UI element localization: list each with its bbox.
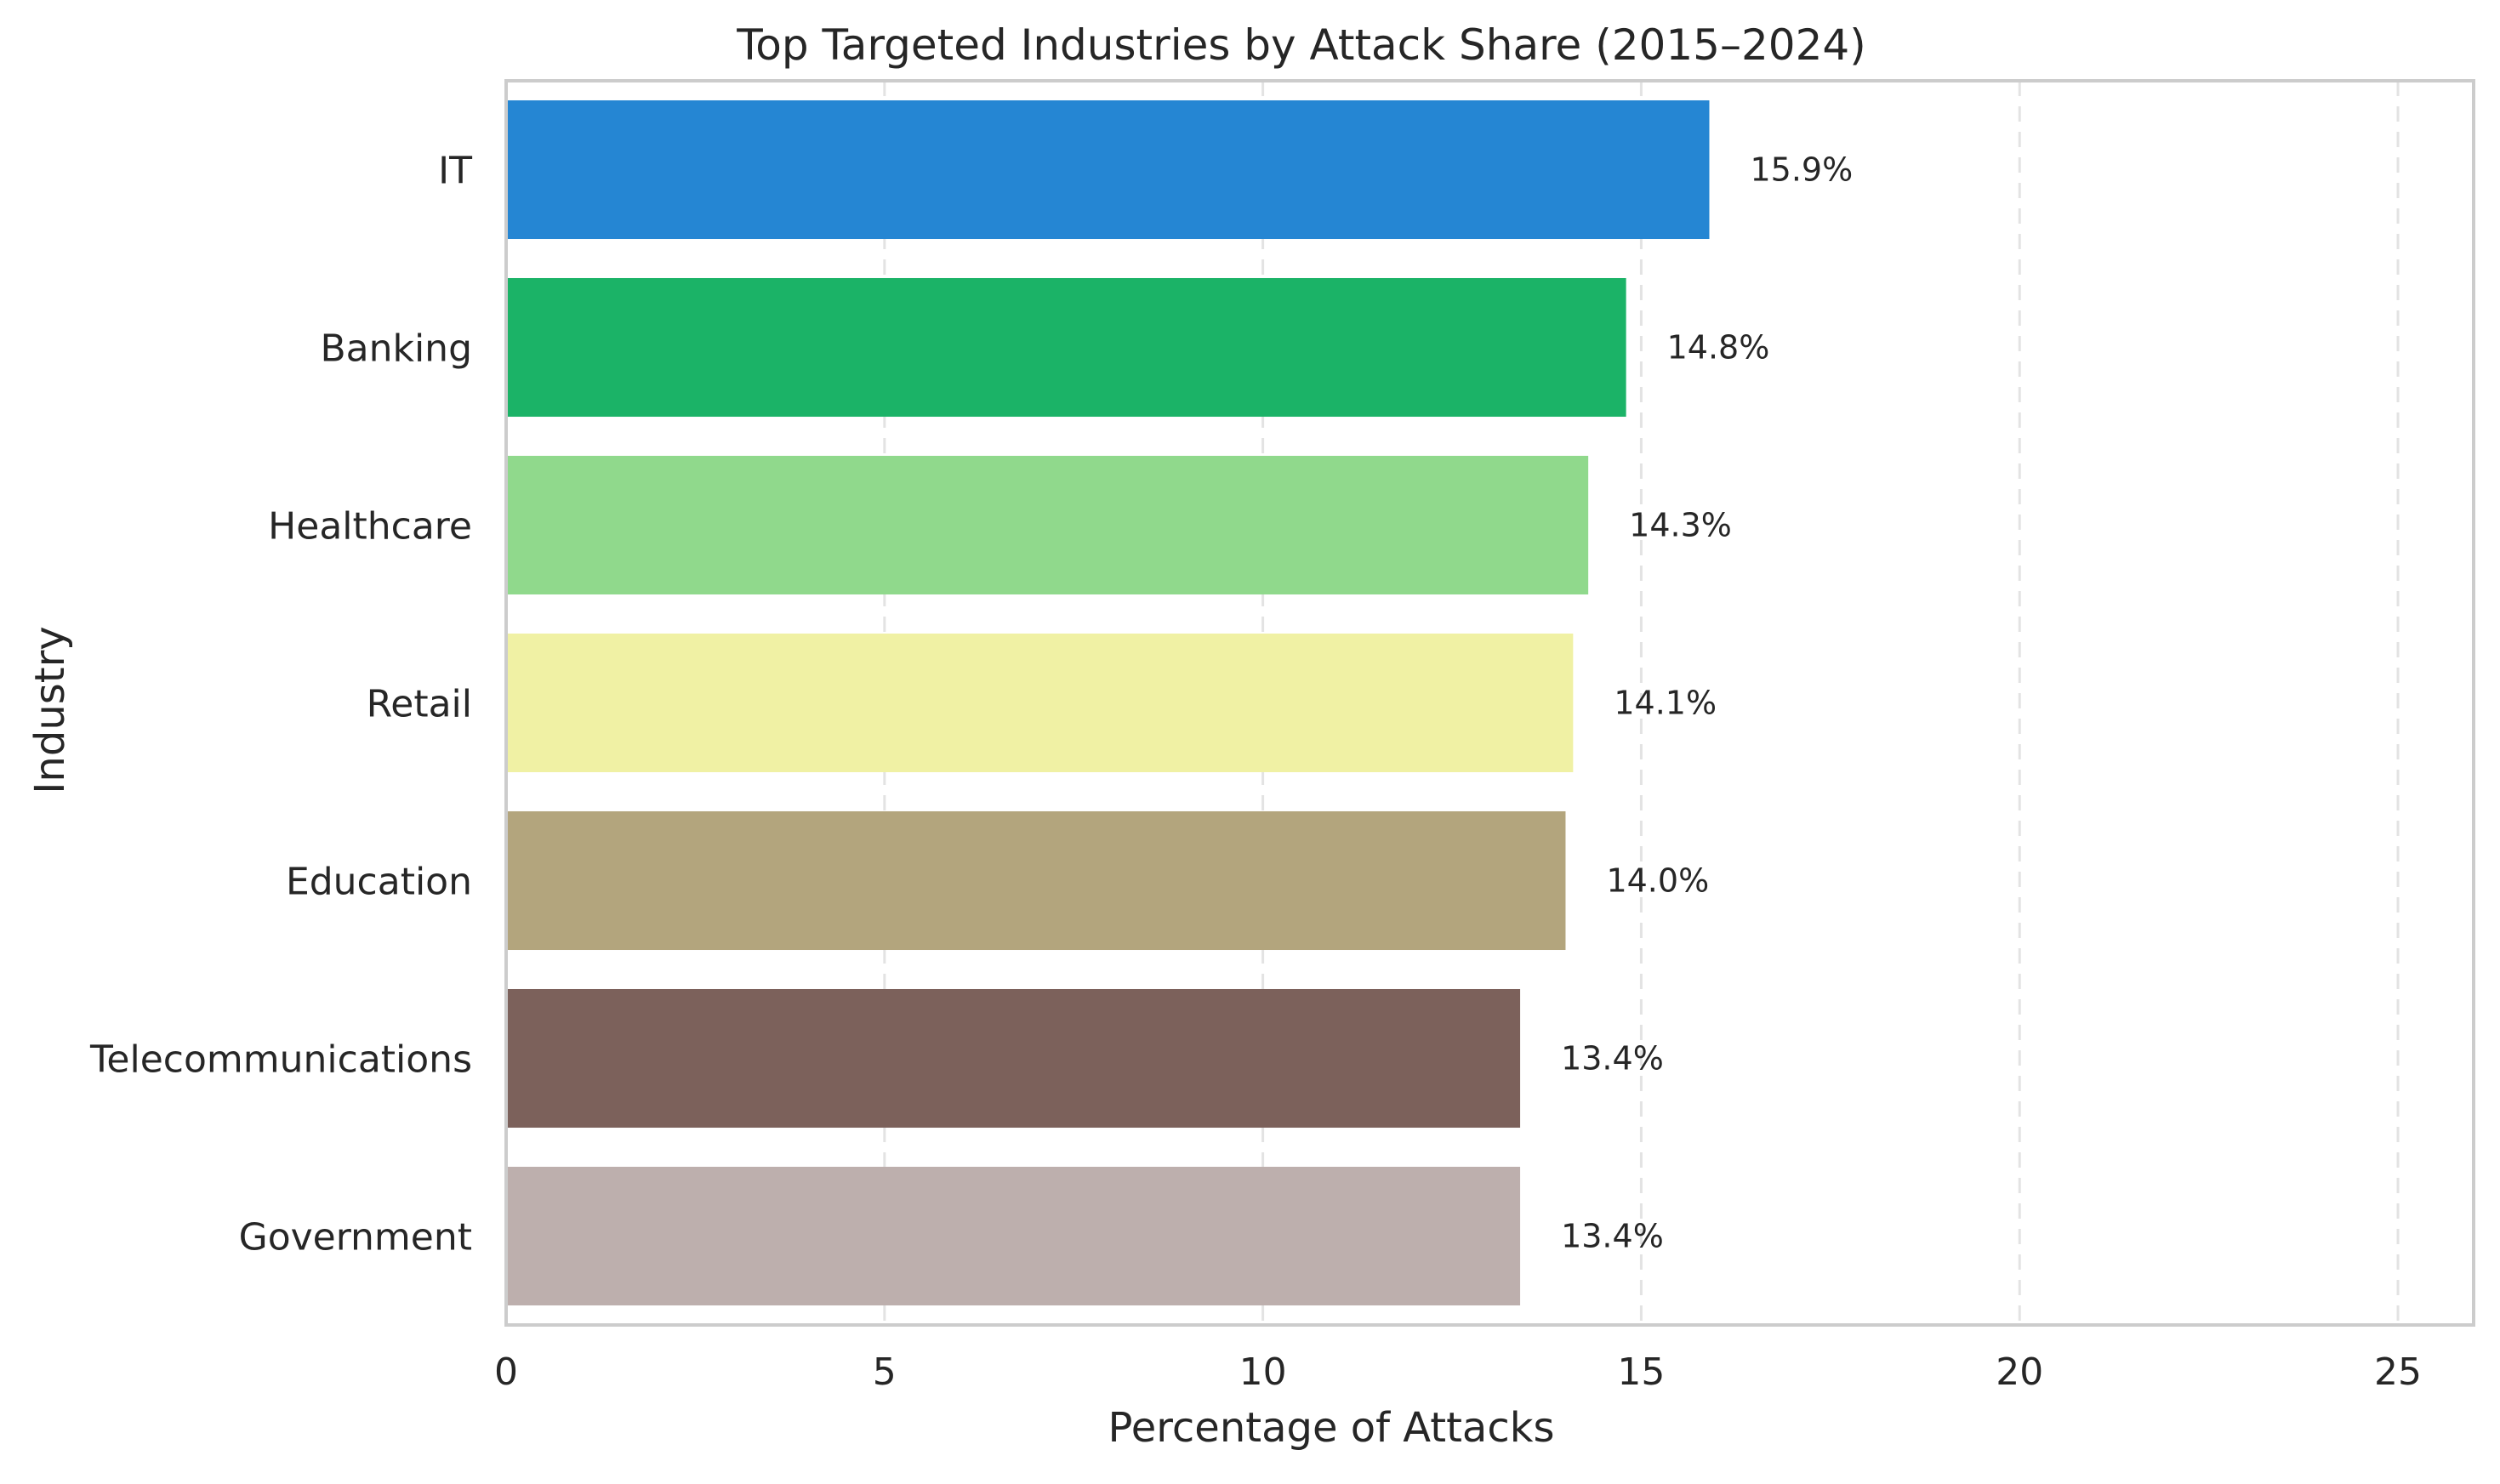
bar-telecommunications [506, 988, 1521, 1129]
y-tick-label-telecommunications: Telecommunications [89, 1038, 472, 1082]
bar-education [506, 810, 1566, 951]
x-tick-label-10: 10 [1239, 1350, 1287, 1394]
y-tick-label-government: Government [239, 1216, 472, 1259]
y-tick-label-it: IT [438, 150, 472, 193]
x-axis-label: Percentage of Attacks [1108, 1404, 1554, 1452]
x-tick-label-15: 15 [1617, 1350, 1665, 1394]
y-tick-label-education: Education [286, 861, 472, 904]
data-label-government: 13.4% [1561, 1218, 1664, 1255]
bar-government [506, 1166, 1521, 1306]
data-label-education: 14.0% [1606, 862, 1709, 900]
x-tick-labels: 0 5 10 15 20 25 [494, 1350, 2422, 1394]
x-tick-label-0: 0 [494, 1350, 518, 1394]
data-label-retail: 14.1% [1614, 685, 1717, 722]
bar-healthcare [506, 455, 1589, 595]
x-tick-label-25: 25 [2374, 1350, 2422, 1394]
data-label-it: 15.9% [1750, 151, 1853, 189]
data-label-telecommunications: 13.4% [1561, 1040, 1664, 1077]
data-labels: 15.9% 14.8% 14.3% 14.1% 14.0% 13.4% 13.4% [1561, 151, 1853, 1255]
y-axis-label: Industry [26, 626, 74, 793]
x-tick-label-5: 5 [873, 1350, 897, 1394]
bars [506, 100, 1710, 1306]
chart-title: Top Targeted Industries by Attack Share … [736, 20, 1865, 70]
y-tick-label-banking: Banking [320, 327, 472, 371]
plot-frame [504, 79, 2475, 1327]
bar-it [506, 100, 1710, 240]
y-tick-label-healthcare: Healthcare [268, 505, 472, 549]
bar-banking [506, 277, 1626, 418]
data-label-healthcare: 14.3% [1629, 507, 1732, 544]
y-tick-label-retail: Retail [367, 683, 472, 726]
bar-retail [506, 633, 1574, 773]
y-tick-labels: IT Banking Healthcare Retail Education Teleco… [89, 150, 472, 1259]
x-tick-label-20: 20 [1996, 1350, 2043, 1394]
data-label-banking: 14.8% [1667, 329, 1770, 367]
